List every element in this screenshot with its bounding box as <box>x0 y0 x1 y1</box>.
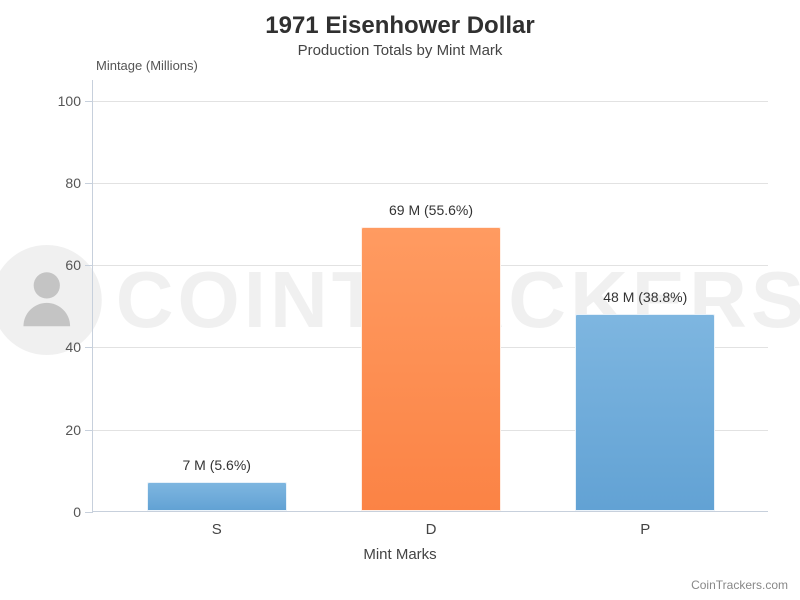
y-tick <box>85 430 93 431</box>
gridline <box>93 101 768 102</box>
y-tick-label: 0 <box>73 504 81 520</box>
y-tick-label: 40 <box>65 339 81 355</box>
chart-title: 1971 Eisenhower Dollar <box>0 12 800 40</box>
bar-value-label: 48 M (38.8%) <box>603 289 687 305</box>
y-tick-label: 80 <box>65 175 81 191</box>
chart-container: 1971 Eisenhower Dollar Production Totals… <box>0 0 800 600</box>
plot-area: 0204060801007 M (5.6%)S69 M (55.6%)D48 M… <box>92 80 768 512</box>
y-tick-label: 100 <box>58 93 81 109</box>
chart-subtitle: Production Totals by Mint Mark <box>0 42 800 59</box>
x-tick-label: P <box>640 521 650 538</box>
y-tick <box>85 512 93 513</box>
y-tick <box>85 183 93 184</box>
y-axis-label: Mintage (Millions) <box>96 58 198 73</box>
bar-D[interactable] <box>361 227 501 511</box>
y-tick-label: 20 <box>65 422 81 438</box>
y-tick <box>85 101 93 102</box>
y-tick <box>85 265 93 266</box>
x-tick-label: D <box>426 521 437 538</box>
x-axis-label: Mint Marks <box>0 546 800 563</box>
attribution-text: CoinTrackers.com <box>691 578 788 592</box>
y-tick-label: 60 <box>65 257 81 273</box>
x-tick-label: S <box>212 521 222 538</box>
gridline <box>93 183 768 184</box>
bar-value-label: 7 M (5.6%) <box>182 457 250 473</box>
bar-P[interactable] <box>575 314 715 511</box>
bar-S[interactable] <box>147 482 287 511</box>
bar-value-label: 69 M (55.6%) <box>389 202 473 218</box>
y-tick <box>85 347 93 348</box>
